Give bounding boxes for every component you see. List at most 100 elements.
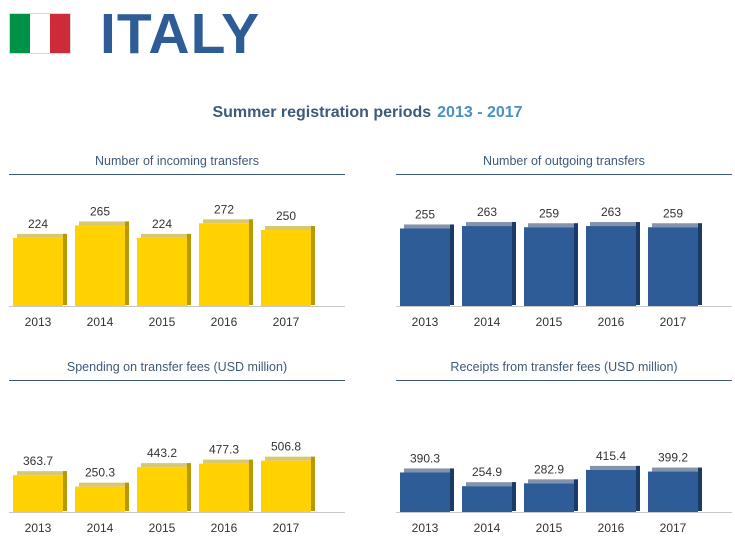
bar-side (63, 233, 67, 305)
bar-value-label: 390.3 (410, 451, 440, 465)
bar-value-label: 443.2 (147, 446, 177, 460)
chart-outgoing-transfers: Number of outgoing transfers 255 2013 263 2… (396, 154, 732, 344)
bar-top (652, 467, 702, 472)
bar (462, 486, 512, 512)
bar-value-label: 263 (601, 205, 621, 219)
chart-title-rule (9, 174, 345, 175)
x-tick-label: 2014 (474, 521, 501, 535)
bar (137, 237, 187, 306)
subtitle-text: Summer registration periods (212, 104, 432, 121)
flag-stripe-white (30, 14, 50, 53)
chart-title-rule (9, 380, 345, 381)
bar-value-label: 259 (539, 206, 559, 220)
bar-side (512, 482, 516, 511)
chart-svg: 224 2013 265 2014 224 2015 272 2016 250 2017 (9, 202, 345, 329)
bar-side (636, 222, 640, 305)
x-tick-label: 2014 (87, 315, 114, 329)
bar (261, 230, 311, 306)
x-tick-label: 2017 (660, 315, 687, 329)
bar-value-label: 263 (477, 205, 497, 219)
bar-top (404, 468, 454, 473)
bar-top (652, 223, 702, 228)
bar-top (17, 471, 67, 476)
bar-value-label: 250.3 (85, 466, 115, 480)
x-tick-label: 2017 (273, 521, 300, 535)
bar-value-label: 272 (214, 202, 234, 216)
bar-top (466, 482, 516, 487)
bar-side (512, 222, 516, 305)
bar-top (265, 456, 315, 461)
bar-top (265, 226, 315, 230)
bar-top (404, 224, 454, 229)
bar-side (63, 471, 67, 511)
bar-side (311, 226, 315, 305)
bar-side (249, 219, 253, 305)
chart-incoming-transfers: Number of incoming transfers 224 2013 265 2… (9, 154, 345, 344)
chart-title-rule (396, 380, 732, 381)
bar (75, 486, 125, 512)
bar (586, 469, 636, 512)
chart-title: Receipts from transfer fees (USD million… (450, 360, 678, 374)
chart-svg: 390.3 2013 254.9 2014 282.9 2015 415.4 2016 399.… (396, 449, 732, 535)
bar-side (450, 468, 454, 511)
x-tick-label: 2013 (412, 315, 439, 329)
bar-top (466, 222, 516, 227)
bar (648, 227, 698, 306)
bar-side (636, 465, 640, 511)
bar (137, 467, 187, 512)
page-header: ITALY (0, 0, 735, 70)
bar-top (141, 233, 191, 238)
bar-value-label: 399.2 (658, 451, 688, 465)
bar-value-label: 255 (415, 207, 435, 221)
chart-svg: 363.7 2013 250.3 2014 443.2 2015 477.3 2016 506.… (9, 440, 345, 535)
bar (13, 475, 63, 512)
bar-side (698, 467, 702, 511)
chart-spending-fees: Spending on transfer fees (USD million) … (9, 360, 345, 550)
bar-side (187, 233, 191, 305)
bar-side (698, 223, 702, 305)
x-tick-label: 2014 (474, 315, 501, 329)
bar (199, 463, 249, 512)
bar-top (141, 463, 191, 468)
x-tick-label: 2013 (25, 521, 52, 535)
bar (524, 227, 574, 306)
x-tick-label: 2016 (598, 521, 625, 535)
bar-side (311, 456, 315, 511)
bar-top (528, 479, 578, 484)
x-tick-label: 2016 (211, 521, 238, 535)
bar (400, 472, 450, 512)
flag-stripe-red (50, 14, 70, 53)
chart-title: Number of incoming transfers (95, 154, 259, 168)
x-tick-label: 2015 (536, 521, 563, 535)
bar (75, 225, 125, 306)
bar (261, 460, 311, 512)
italy-flag-icon (9, 13, 71, 54)
chart-title: Number of outgoing transfers (483, 154, 645, 168)
bar-top (528, 223, 578, 228)
bar (462, 226, 512, 306)
chart-receipts-fees: Receipts from transfer fees (USD million… (396, 360, 732, 550)
x-tick-label: 2017 (273, 315, 300, 329)
bar-side (125, 482, 129, 511)
bar (13, 237, 63, 306)
chart-svg: 255 2013 263 2014 259 2015 263 2016 259 2017 (396, 205, 732, 329)
country-title: ITALY (100, 2, 261, 66)
bar-value-label: 282.9 (534, 462, 564, 476)
bar (199, 223, 249, 306)
bar (648, 471, 698, 512)
bar-value-label: 224 (152, 217, 172, 231)
bar-top (203, 219, 253, 224)
x-tick-label: 2013 (412, 521, 439, 535)
x-tick-label: 2016 (598, 315, 625, 329)
x-tick-label: 2015 (536, 315, 563, 329)
bar-side (574, 479, 578, 511)
x-tick-label: 2015 (149, 315, 176, 329)
bar (524, 483, 574, 512)
bar-top (79, 221, 129, 226)
bar-top (203, 459, 253, 464)
bar-side (574, 223, 578, 305)
x-tick-label: 2013 (25, 315, 52, 329)
x-tick-label: 2014 (87, 521, 114, 535)
bar (586, 226, 636, 306)
bar-top (590, 465, 640, 470)
